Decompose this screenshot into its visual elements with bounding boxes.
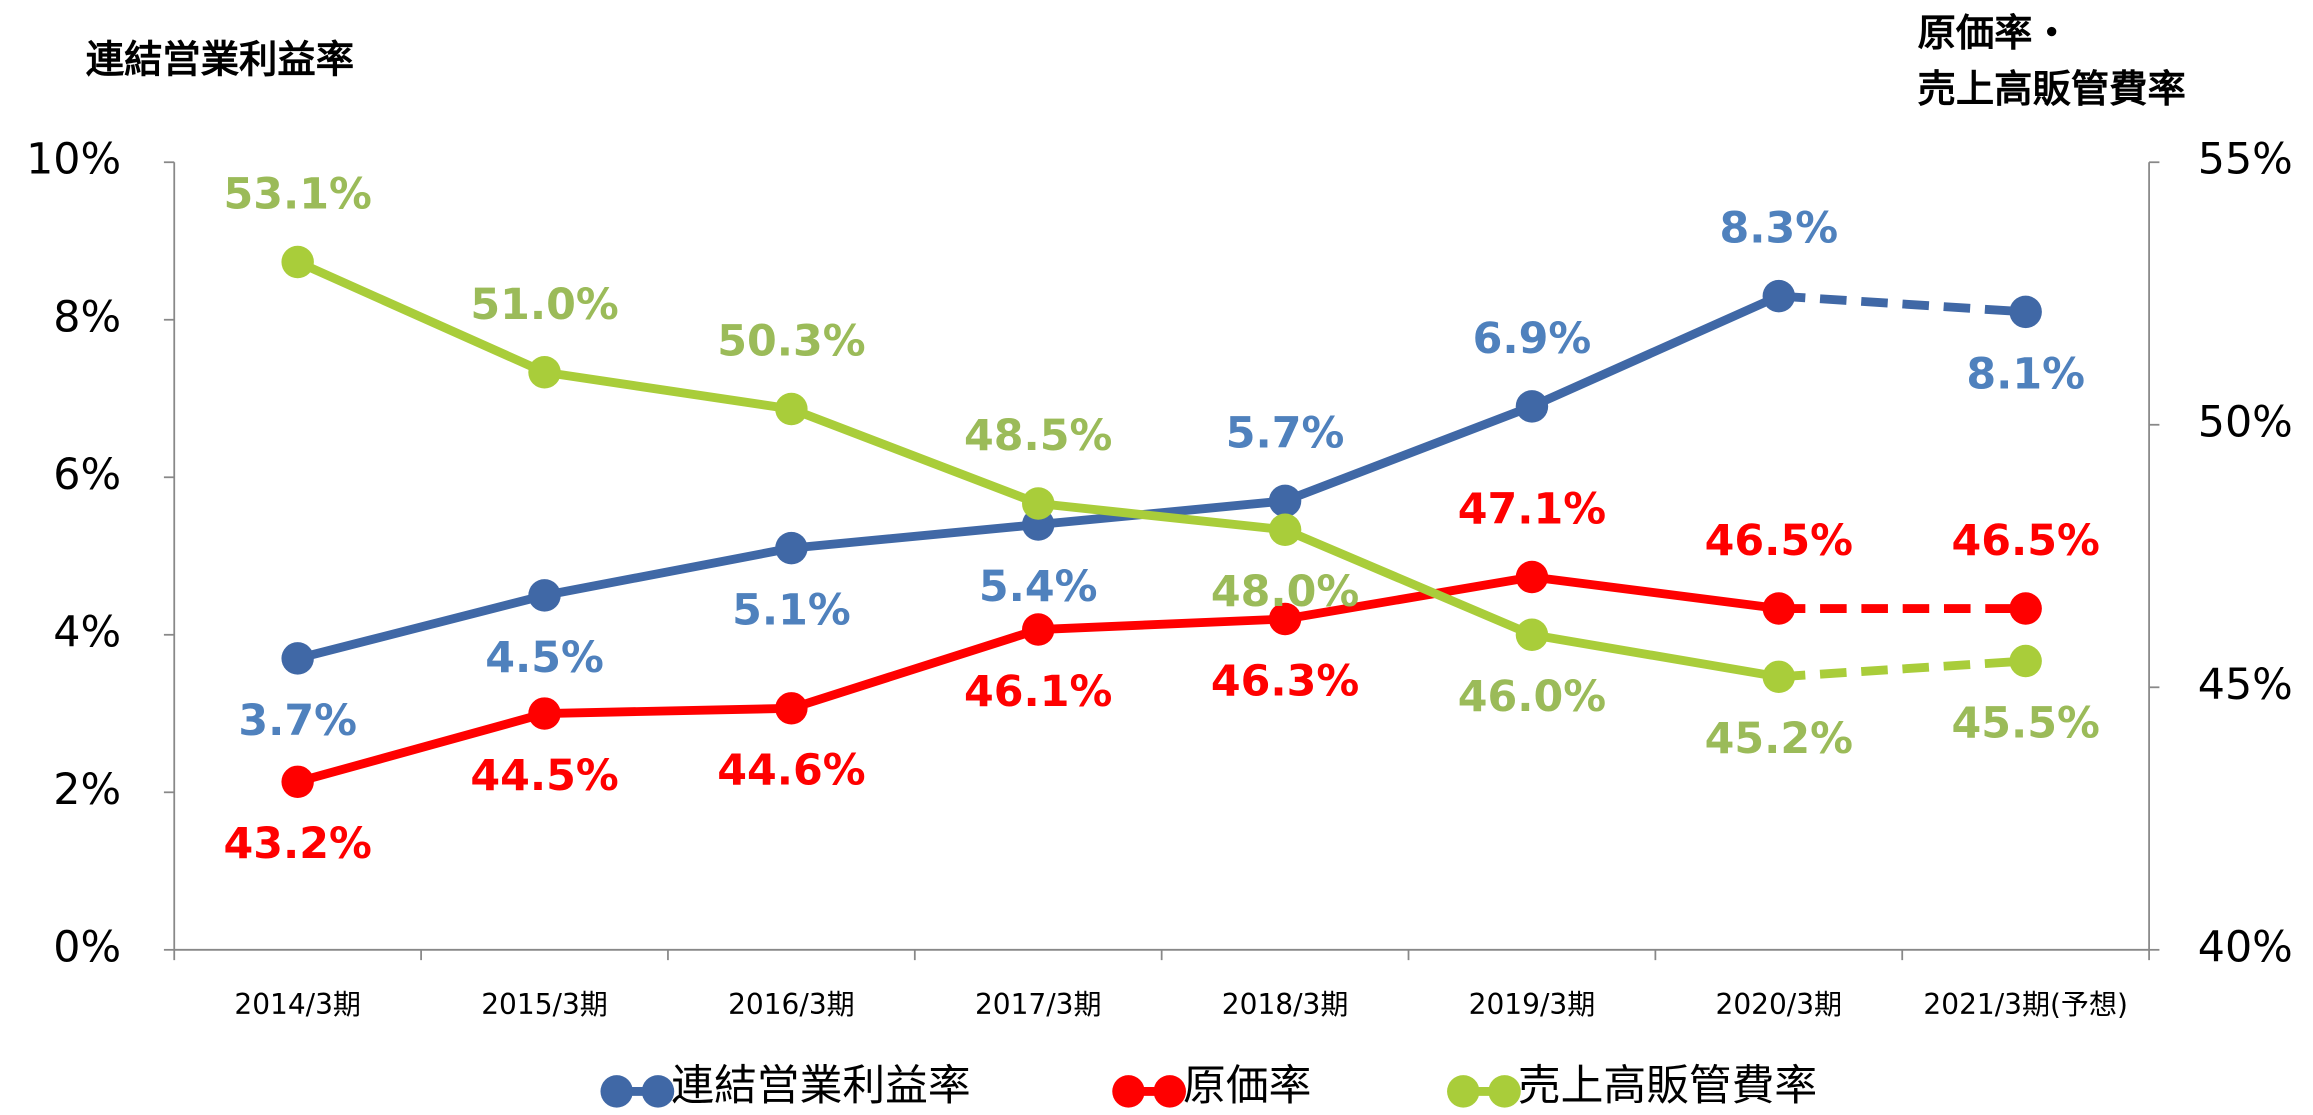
- x-tick-label: 2019/3期: [1469, 988, 1596, 1021]
- data-label: 53.1%: [223, 170, 371, 220]
- y-tick-label: 8%: [53, 292, 121, 342]
- data-point: [2009, 644, 2042, 678]
- data-label: 47.1%: [1458, 485, 1606, 535]
- data-point: [1515, 390, 1549, 423]
- data-label: 45.2%: [1705, 714, 1853, 764]
- series-line: [1778, 291, 2026, 317]
- data-point: [1762, 592, 1796, 625]
- data-point: [1268, 484, 1302, 518]
- data-label: 46.0%: [1458, 672, 1606, 722]
- data-label: 45.5%: [1951, 698, 2099, 748]
- data-point: [1515, 560, 1549, 594]
- legend-marker: [1112, 1075, 1145, 1108]
- y2-tick-label: 45%: [2198, 660, 2293, 710]
- data-point: [1268, 602, 1302, 636]
- data-point: [528, 697, 561, 730]
- data-point: [1762, 660, 1796, 694]
- y2-axis-title: 原価率・: [1918, 11, 2071, 56]
- x-tick-label: 2021/3期(予想): [1923, 988, 2127, 1021]
- data-label: 6.9%: [1473, 314, 1592, 364]
- data-label: 5.1%: [732, 586, 851, 636]
- data-label: 8.3%: [1719, 204, 1838, 254]
- data-label: 48.5%: [964, 411, 1112, 461]
- y2-tick-label: 40%: [2198, 922, 2293, 972]
- data-label: 5.7%: [1226, 409, 1345, 459]
- data-point: [2009, 295, 2042, 329]
- data-point: [2009, 592, 2042, 625]
- y2-tick-label: 50%: [2198, 397, 2293, 447]
- data-label: 4.5%: [485, 633, 604, 683]
- data-point: [1762, 279, 1796, 313]
- data-point: [528, 579, 561, 612]
- y-tick-label: 4%: [53, 607, 121, 657]
- data-label: 51.0%: [470, 280, 618, 330]
- data-point: [1022, 613, 1055, 646]
- x-tick-label: 2017/3期: [975, 988, 1102, 1021]
- legend-marker: [1447, 1075, 1480, 1108]
- data-point: [1515, 618, 1549, 652]
- data-label: 46.5%: [1705, 516, 1853, 566]
- data-label: 3.7%: [238, 696, 357, 746]
- data-point: [281, 765, 314, 799]
- y2-axis-title: 売上高販管費率: [1918, 67, 2186, 112]
- data-point: [1022, 487, 1055, 520]
- data-label: 5.4%: [979, 562, 1098, 612]
- legend-marker: [600, 1075, 633, 1108]
- data-point: [775, 692, 808, 725]
- x-tick-label: 2016/3期: [728, 988, 855, 1021]
- data-label: 46.3%: [1211, 656, 1359, 706]
- y-tick-label: 6%: [53, 450, 121, 500]
- data-point: [775, 392, 808, 426]
- x-tick-label: 2018/3期: [1222, 988, 1349, 1021]
- legend-marker: [1153, 1075, 1186, 1108]
- data-label: 46.1%: [964, 667, 1112, 717]
- y-tick-label: 0%: [53, 922, 121, 972]
- x-tick-label: 2020/3期: [1716, 988, 1843, 1021]
- y-axis-title: 連結営業利益率: [86, 37, 354, 82]
- data-point: [281, 245, 314, 279]
- data-point: [1268, 513, 1302, 546]
- data-point: [528, 356, 561, 389]
- legend-marker: [1488, 1075, 1521, 1108]
- data-label: 48.0%: [1211, 567, 1359, 617]
- data-label: 46.5%: [1951, 516, 2099, 566]
- data-label: 44.5%: [470, 751, 618, 801]
- legend-label: 原価率: [1183, 1061, 1311, 1111]
- data-label: 43.2%: [223, 819, 371, 869]
- legend-label: 売上高販管費率: [1518, 1061, 1817, 1111]
- legend-label: 連結営業利益率: [671, 1061, 970, 1111]
- data-label: 8.1%: [1966, 349, 2085, 399]
- x-tick-label: 2015/3期: [481, 988, 608, 1021]
- series-line: [1778, 656, 2026, 682]
- y-tick-label: 2%: [53, 765, 121, 815]
- legend-marker: [641, 1075, 675, 1108]
- data-label: 50.3%: [717, 317, 865, 367]
- data-point: [775, 531, 808, 565]
- data-point: [281, 642, 314, 675]
- data-label: 44.6%: [717, 746, 865, 796]
- x-tick-label: 2014/3期: [234, 988, 361, 1021]
- y2-tick-label: 55%: [2198, 135, 2293, 185]
- y-tick-label: 10%: [26, 135, 121, 185]
